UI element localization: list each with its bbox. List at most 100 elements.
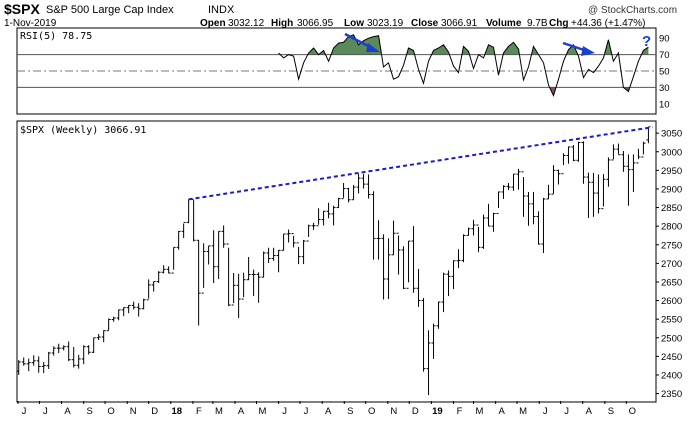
ohlc-bar	[161, 265, 166, 274]
ohlc-bar	[506, 183, 511, 191]
ohlc-bar	[331, 205, 336, 226]
price-tick-label: 2900	[661, 184, 682, 195]
ohlc-bar	[101, 330, 106, 343]
ohlc-bar	[586, 172, 591, 218]
x-tick-label: J	[564, 406, 569, 417]
ohlc-bar	[166, 266, 171, 274]
ohlc-bar	[291, 233, 296, 248]
symbol-description: S&P 500 Large Cap Index	[46, 4, 174, 16]
question-mark-annotation: ?	[642, 33, 651, 50]
price-tick-label: 3000	[661, 147, 682, 158]
x-tick-label: J	[22, 406, 27, 417]
resistance-trendline	[188, 126, 653, 201]
x-tick-label: O	[629, 406, 636, 417]
ohlc-bar	[396, 232, 401, 275]
rsi-tick-label: 70	[659, 50, 670, 61]
ohlc-bar	[231, 273, 236, 306]
ohlc-bar	[256, 272, 261, 303]
ohlc-bar	[541, 197, 546, 253]
x-tick-label: A	[325, 406, 332, 417]
price-tick-label: 2500	[661, 333, 682, 344]
open-value: 3032.12	[228, 18, 265, 29]
ohlc-bar	[151, 281, 156, 292]
ohlc-bar	[436, 301, 441, 329]
ohlc-bar	[366, 174, 371, 199]
exchange-label: INDX	[208, 4, 235, 16]
x-tick-label: O	[107, 406, 114, 417]
ohlc-bar	[321, 210, 326, 226]
ohlc-bar	[441, 272, 446, 313]
ohlc-bar	[576, 141, 581, 162]
x-tick-label: N	[130, 406, 137, 417]
x-tick-label: M	[215, 406, 223, 417]
ohlc-bar	[421, 297, 426, 372]
ohlc-bar	[416, 268, 421, 307]
x-tick-label: N	[390, 406, 397, 417]
ohlc-bar	[406, 240, 411, 289]
ohlc-bar	[251, 269, 256, 297]
ohlc-bar	[246, 257, 251, 281]
x-tick-label: M	[476, 406, 484, 417]
high-value: 3066.95	[297, 18, 334, 29]
ohlc-bar	[591, 172, 596, 217]
high-label: High	[271, 18, 293, 29]
ohlc-bar	[371, 191, 376, 260]
ohlc-bar	[601, 174, 606, 210]
ohlc-bar	[461, 234, 466, 263]
ohlc-bar	[221, 225, 226, 248]
ohlc-bar	[196, 239, 201, 326]
ohlc-bar	[86, 345, 91, 355]
price-tick-label: 2450	[661, 352, 682, 363]
volume-value: 9.7B	[527, 18, 548, 29]
x-tick-label: M	[259, 406, 267, 417]
ohlc-bar	[401, 246, 406, 290]
x-tick-label: A	[498, 406, 505, 417]
ohlc-bar	[381, 234, 386, 300]
ohlc-bar	[76, 354, 81, 369]
ohlc-bar	[241, 272, 246, 300]
ohlc-bar	[566, 146, 571, 164]
ohlc-bar	[446, 270, 451, 297]
x-tick-label: J	[282, 406, 287, 417]
ohlc-bar	[306, 224, 311, 242]
price-tick-label: 2850	[661, 203, 682, 214]
ohlc-bar	[376, 220, 381, 260]
ohlc-bar	[326, 202, 331, 219]
chg-value: +44.36 (+1.47%)	[571, 18, 646, 29]
ohlc-bar	[316, 208, 321, 227]
ohlc-bar	[571, 145, 576, 162]
ohlc-bar	[71, 347, 76, 368]
ohlc-bar	[51, 346, 56, 356]
x-tick-label: A	[586, 406, 593, 417]
ohlc-bar	[96, 334, 101, 340]
rsi-tick-label: 50	[659, 67, 670, 78]
rsi-panel-label: RSI(5) 78.75	[20, 31, 92, 42]
chg-label: Chg	[549, 18, 568, 29]
ohlc-bar	[521, 171, 526, 217]
ohlc-bar	[341, 183, 346, 200]
ohlc-bar	[386, 238, 391, 300]
volume-label: Volume	[486, 18, 522, 29]
ohlc-bar	[361, 174, 366, 189]
ohlc-bar	[561, 153, 566, 175]
x-tick-label: F	[457, 406, 463, 417]
low-label: Low	[344, 18, 364, 29]
ohlc-bar	[621, 151, 626, 172]
ohlc-bar	[31, 355, 36, 366]
price-tick-label: 2400	[661, 370, 682, 381]
ohlc-bar	[146, 279, 151, 301]
ohlc-bar	[286, 229, 291, 243]
ohlc-bar	[511, 173, 516, 191]
ohlc-bar	[491, 212, 496, 232]
ohlc-bar	[546, 184, 551, 200]
ohlc-bar	[581, 141, 586, 184]
ohlc-bar	[486, 203, 491, 227]
close-label: Close	[411, 18, 439, 29]
ohlc-bar	[606, 157, 611, 187]
ohlc-bar	[126, 304, 131, 314]
price-tick-label: 2350	[661, 389, 682, 400]
x-tick-label: 18	[171, 406, 182, 417]
ohlc-bar	[626, 154, 631, 206]
ohlc-bar	[136, 303, 141, 317]
